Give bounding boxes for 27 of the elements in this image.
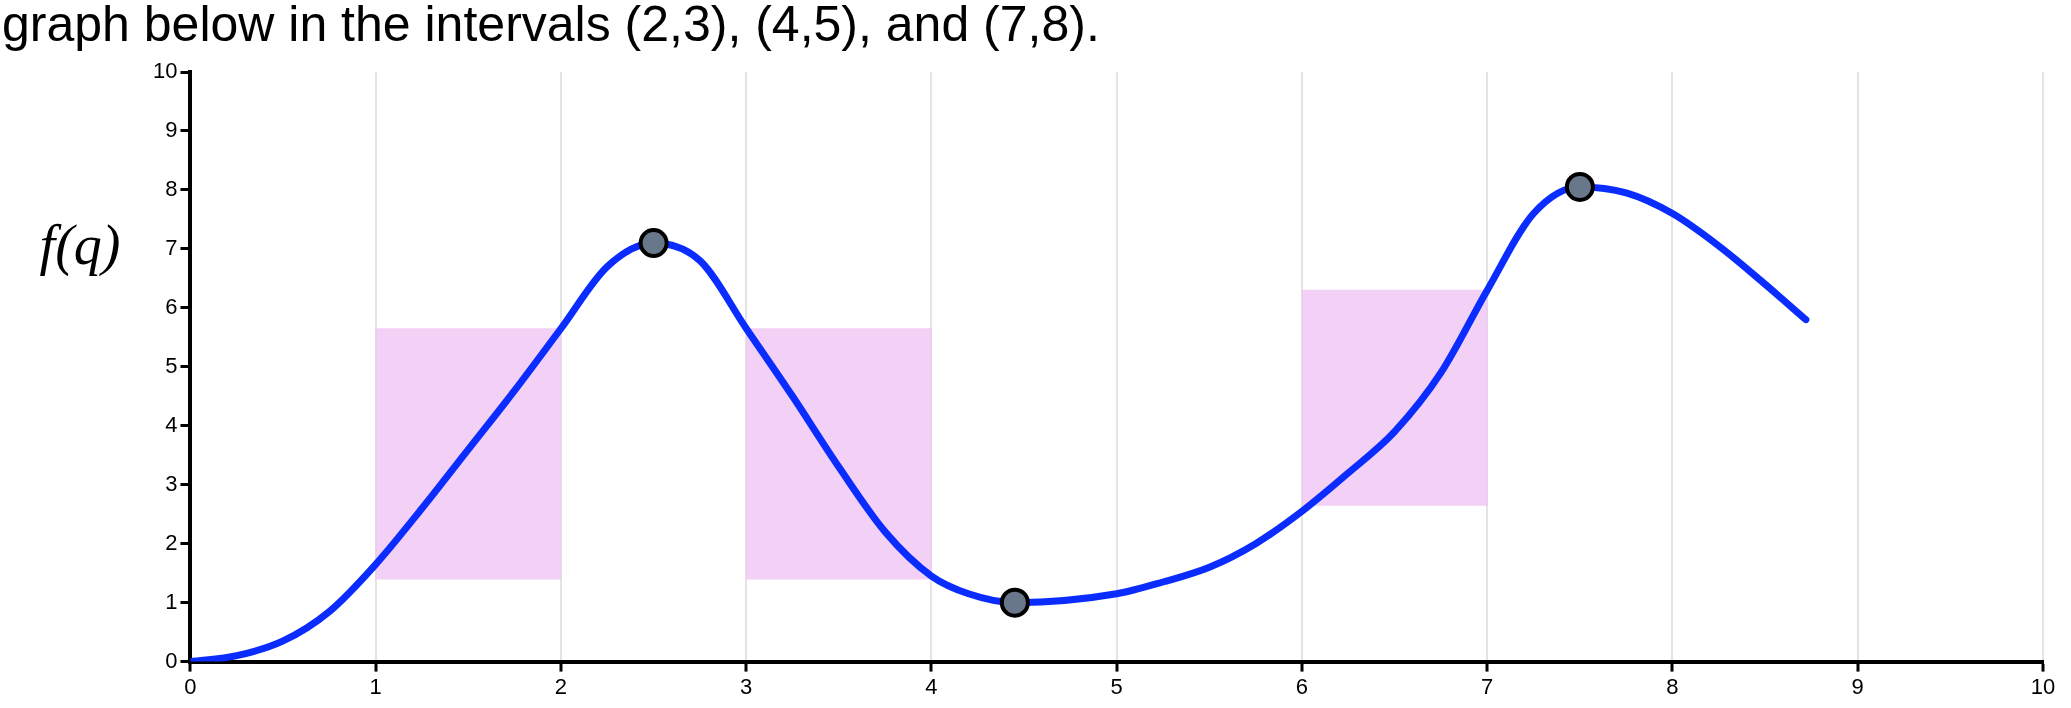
x-tick-label: 3: [740, 673, 753, 699]
x-tick-label: 5: [1110, 673, 1123, 699]
chart-title: graph below in the intervals (2,3), (4,5), and (7,8).: [2, 0, 1100, 52]
x-tick-label: 2: [554, 673, 568, 699]
x-tick-label: 6: [1295, 673, 1309, 699]
y-tick-label: 7: [165, 234, 178, 260]
y-tick-label: 0: [165, 647, 178, 673]
x-tick-label: 4: [925, 673, 938, 699]
y-tick-label: 10: [152, 58, 178, 84]
y-tick-label: 6: [165, 293, 178, 319]
point: [638, 227, 669, 258]
x-tick-label: 0: [184, 673, 197, 699]
y-tick-label: 4: [165, 411, 178, 437]
y-tick-label: 1: [165, 588, 178, 614]
x-tick-label: 1: [369, 673, 382, 699]
y-tick-label: 5: [165, 352, 178, 378]
y-tick-label: 8: [165, 175, 178, 201]
x-tick-label: 10: [2030, 673, 2056, 699]
x-tick-label: 7: [1481, 673, 1494, 699]
point: [1564, 171, 1595, 202]
y-tick-label: 2: [165, 529, 178, 555]
y-tick-label: 3: [165, 470, 178, 496]
y-axis-title: f(q): [39, 213, 121, 277]
y-tick-label: 9: [165, 117, 178, 143]
x-tick-label: 8: [1666, 673, 1679, 699]
point: [999, 587, 1030, 618]
x-tick-label: 9: [1851, 673, 1864, 699]
